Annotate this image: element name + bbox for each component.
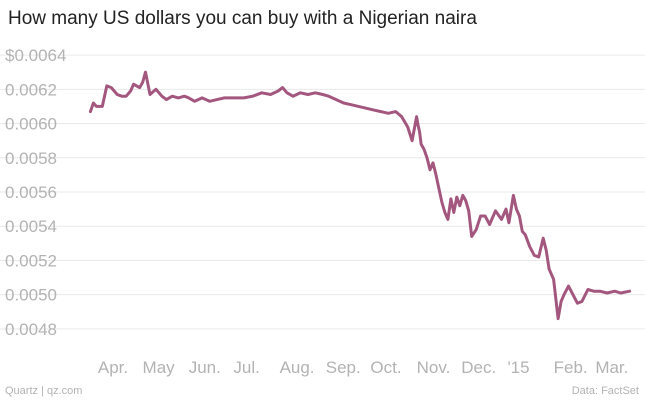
x-tick-label: Jul.: [233, 358, 259, 377]
x-tick-label: Sep.: [326, 358, 361, 377]
y-tick-label: 0.0062: [5, 80, 57, 99]
y-tick-label: 0.0050: [5, 286, 57, 305]
x-tick-label: Jun.: [189, 358, 221, 377]
series-line: [88, 70, 632, 321]
y-tick-label: $0.0064: [5, 46, 66, 65]
y-tick-label: 0.0056: [5, 183, 57, 202]
y-tick-label: 0.0052: [5, 251, 57, 270]
gridlines: [0, 54, 645, 330]
y-axis-tick-labels: 0.0048 0.0050 0.0052 0.0054 0.0056 0.0058 0.00…: [5, 46, 66, 339]
x-tick-label: Mar.: [595, 358, 628, 377]
x-tick-label: Dec.: [461, 358, 496, 377]
y-tick-label: 0.0054: [5, 217, 57, 236]
x-axis-tick-labels: Apr. May Jun. Jul. Aug. Sep. Oct. Nov. Dec. '15 Fe…: [98, 358, 629, 377]
x-tick-label: Aug.: [280, 358, 315, 377]
y-tick-label: 0.0048: [5, 320, 57, 339]
data-credit: Data: FactSet: [571, 385, 639, 397]
x-tick-label: '15: [507, 358, 529, 377]
y-tick-label: 0.0060: [5, 115, 57, 134]
y-tick-label: 0.0058: [5, 149, 57, 168]
x-tick-label: Oct.: [370, 358, 401, 377]
source-credit: Quartz | qz.com: [5, 385, 83, 397]
x-tick-label: May: [143, 358, 176, 377]
x-tick-label: Feb.: [554, 358, 588, 377]
x-tick-label: Nov.: [417, 358, 451, 377]
x-tick-label: Apr.: [98, 358, 128, 377]
chart-title: How many US dollars you can buy with a N…: [8, 8, 477, 29]
